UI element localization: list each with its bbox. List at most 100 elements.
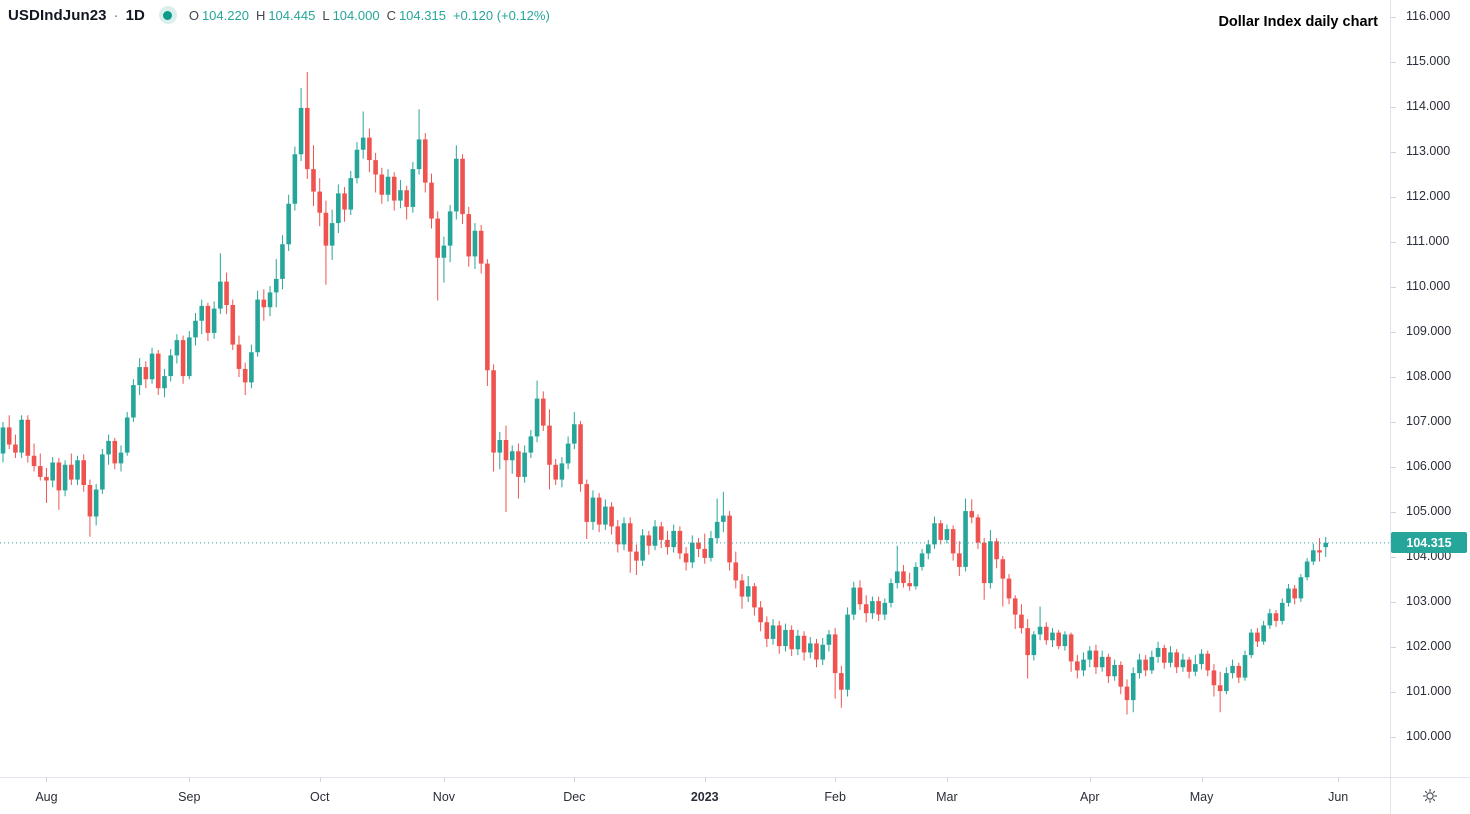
- interval-label[interactable]: 1D: [125, 6, 145, 24]
- time-tick: [443, 777, 445, 782]
- price-tick: [1391, 601, 1396, 603]
- candle-body: [174, 340, 180, 356]
- candle-body: [1099, 656, 1105, 668]
- candle-body: [981, 542, 987, 584]
- candle-body: [857, 587, 863, 605]
- candle-body: [1186, 659, 1192, 672]
- price-axis-label: 107.000: [1406, 414, 1452, 428]
- candle-body: [497, 440, 503, 453]
- axis-settings-button[interactable]: [1418, 784, 1442, 808]
- candle-body: [1130, 673, 1136, 701]
- candle-body: [218, 281, 223, 309]
- high-value: 104.445: [268, 7, 316, 23]
- time-tick: [835, 777, 837, 782]
- candle-body: [1112, 665, 1117, 677]
- candle-body: [957, 553, 962, 567]
- candle-body: [1050, 632, 1055, 641]
- candle-body: [460, 158, 465, 215]
- month-label: Jun: [1328, 790, 1349, 804]
- close-value: 104.315: [398, 7, 446, 23]
- candle-body: [789, 629, 794, 650]
- time-tick: [574, 777, 576, 782]
- candle-body: [1043, 626, 1049, 641]
- candle-body: [876, 601, 881, 615]
- candle-body: [1217, 685, 1223, 692]
- symbol-title[interactable]: USDIndJun23: [8, 6, 107, 24]
- price-tick: [1391, 241, 1396, 243]
- candle-body: [814, 643, 819, 660]
- candle-body: [342, 193, 347, 210]
- candle-body: [100, 454, 105, 490]
- candle-body: [87, 485, 93, 517]
- price-axis-label: 101.000: [1406, 684, 1452, 698]
- candle-body: [1174, 652, 1179, 668]
- low-label: L: [322, 7, 330, 23]
- candle-body: [447, 211, 453, 246]
- price-axis[interactable]: 116.000 115.000 114.000 113.000 112.000 111.0…: [1391, 0, 1470, 777]
- candle-body: [839, 673, 844, 690]
- candle-body: [131, 385, 136, 418]
- candlestick-chart[interactable]: [0, 0, 1390, 777]
- candle-body: [882, 602, 888, 615]
- price-axis-label: 105.000: [1406, 504, 1452, 518]
- candle-body: [1199, 653, 1204, 665]
- candle-body: [404, 190, 409, 207]
- candle-body: [658, 526, 664, 540]
- candle-body: [863, 604, 869, 614]
- symbol-legend: USDIndJun23 · 1D O 104.220 H 104.445 L 1…: [8, 6, 550, 24]
- time-tick: [946, 777, 948, 782]
- price-tick: [1391, 736, 1396, 738]
- candle-body: [1224, 673, 1229, 692]
- candle-body: [1056, 632, 1061, 647]
- candle-body: [211, 308, 217, 333]
- time-tick: [319, 777, 321, 782]
- candle-body: [590, 497, 596, 522]
- candle-body: [242, 368, 248, 383]
- candle-body: [429, 182, 434, 219]
- candle-body: [112, 440, 118, 464]
- candle-body: [1124, 686, 1130, 701]
- month-label: Dec: [563, 790, 586, 804]
- candle-body: [180, 340, 186, 377]
- last-price-value: 104.315: [1406, 535, 1452, 550]
- candle-body: [547, 425, 552, 465]
- candle-body: [6, 427, 12, 445]
- candle-body: [81, 460, 87, 485]
- candle-body: [62, 464, 68, 491]
- candle-body: [1317, 550, 1322, 553]
- candle-body: [870, 601, 875, 614]
- candle-body: [31, 455, 37, 467]
- month-label: Aug: [35, 790, 58, 804]
- candle-body: [553, 464, 558, 480]
- open-label: O: [188, 7, 199, 23]
- change-value: +0.120 (+0.12%): [452, 7, 550, 23]
- candle-body: [901, 571, 906, 584]
- candle-body: [93, 489, 99, 517]
- candle-body: [137, 367, 142, 386]
- candle-body: [603, 506, 608, 525]
- candle-body: [323, 212, 329, 246]
- candle-body: [708, 538, 714, 558]
- open-value: 104.220: [201, 7, 249, 23]
- legend-separator: ·: [113, 6, 119, 24]
- candle-body: [596, 497, 602, 525]
- price-tick: [1391, 556, 1396, 558]
- price-tick: [1391, 691, 1396, 693]
- low-value: 104.000: [332, 7, 380, 23]
- candle-body: [478, 230, 484, 264]
- candle-body: [155, 353, 161, 389]
- axis-vertical-separator: [1390, 0, 1391, 814]
- candle-body: [826, 634, 832, 645]
- candle-body: [1323, 542, 1329, 548]
- time-axis[interactable]: Aug Sep Oct Nov Dec 2023 Feb Mar Apr May Jun: [0, 777, 1390, 814]
- candle-body: [1025, 628, 1030, 656]
- candle-body: [1279, 602, 1285, 621]
- candle-body: [1292, 588, 1297, 599]
- month-label: Apr: [1080, 790, 1100, 804]
- month-label: 2023: [690, 790, 719, 804]
- candle-body: [224, 281, 229, 305]
- market-status-icon: [158, 6, 177, 24]
- candle-body: [944, 529, 950, 540]
- month-label: Feb: [824, 790, 846, 804]
- candle-body: [1248, 632, 1254, 656]
